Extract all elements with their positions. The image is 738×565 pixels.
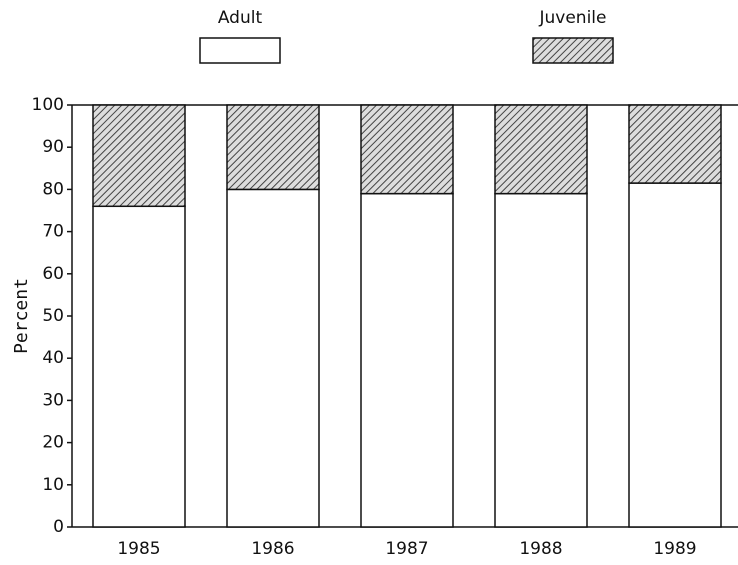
x-tick-label: 1987	[385, 539, 428, 559]
bar-segment	[226, 104, 320, 191]
bar-segment	[494, 104, 588, 195]
bar-segment	[494, 192, 588, 528]
bar-segment	[360, 104, 454, 195]
y-tick-label: 90	[42, 137, 64, 157]
y-tick-label: 40	[42, 348, 64, 368]
y-tick-label: 70	[42, 222, 64, 242]
legend-swatch	[199, 37, 281, 64]
bar-segment	[628, 104, 722, 184]
y-tick-label: 30	[42, 390, 64, 410]
y-tick-label: 20	[42, 433, 64, 453]
legend-label: Adult	[218, 8, 263, 28]
bar-segment	[226, 188, 320, 528]
x-tick-label: 1988	[519, 539, 562, 559]
legend-swatch	[532, 37, 614, 64]
x-tick-label: 1985	[117, 539, 160, 559]
x-tick-label: 1989	[653, 539, 696, 559]
y-tick-label: 80	[42, 179, 64, 199]
y-tick-label: 100	[32, 95, 64, 115]
bar-segment	[92, 205, 186, 528]
bar-segment	[628, 182, 722, 528]
y-tick-label: 0	[53, 517, 64, 537]
y-axis-label: Percent	[11, 278, 32, 354]
bar-segment	[360, 192, 454, 528]
x-tick-label: 1986	[251, 539, 294, 559]
legend-label: Juvenile	[539, 8, 607, 28]
bar-segment	[92, 104, 186, 208]
y-tick-label: 60	[42, 264, 64, 284]
y-tick-label: 50	[42, 306, 64, 326]
y-tick-label: 10	[42, 475, 64, 495]
